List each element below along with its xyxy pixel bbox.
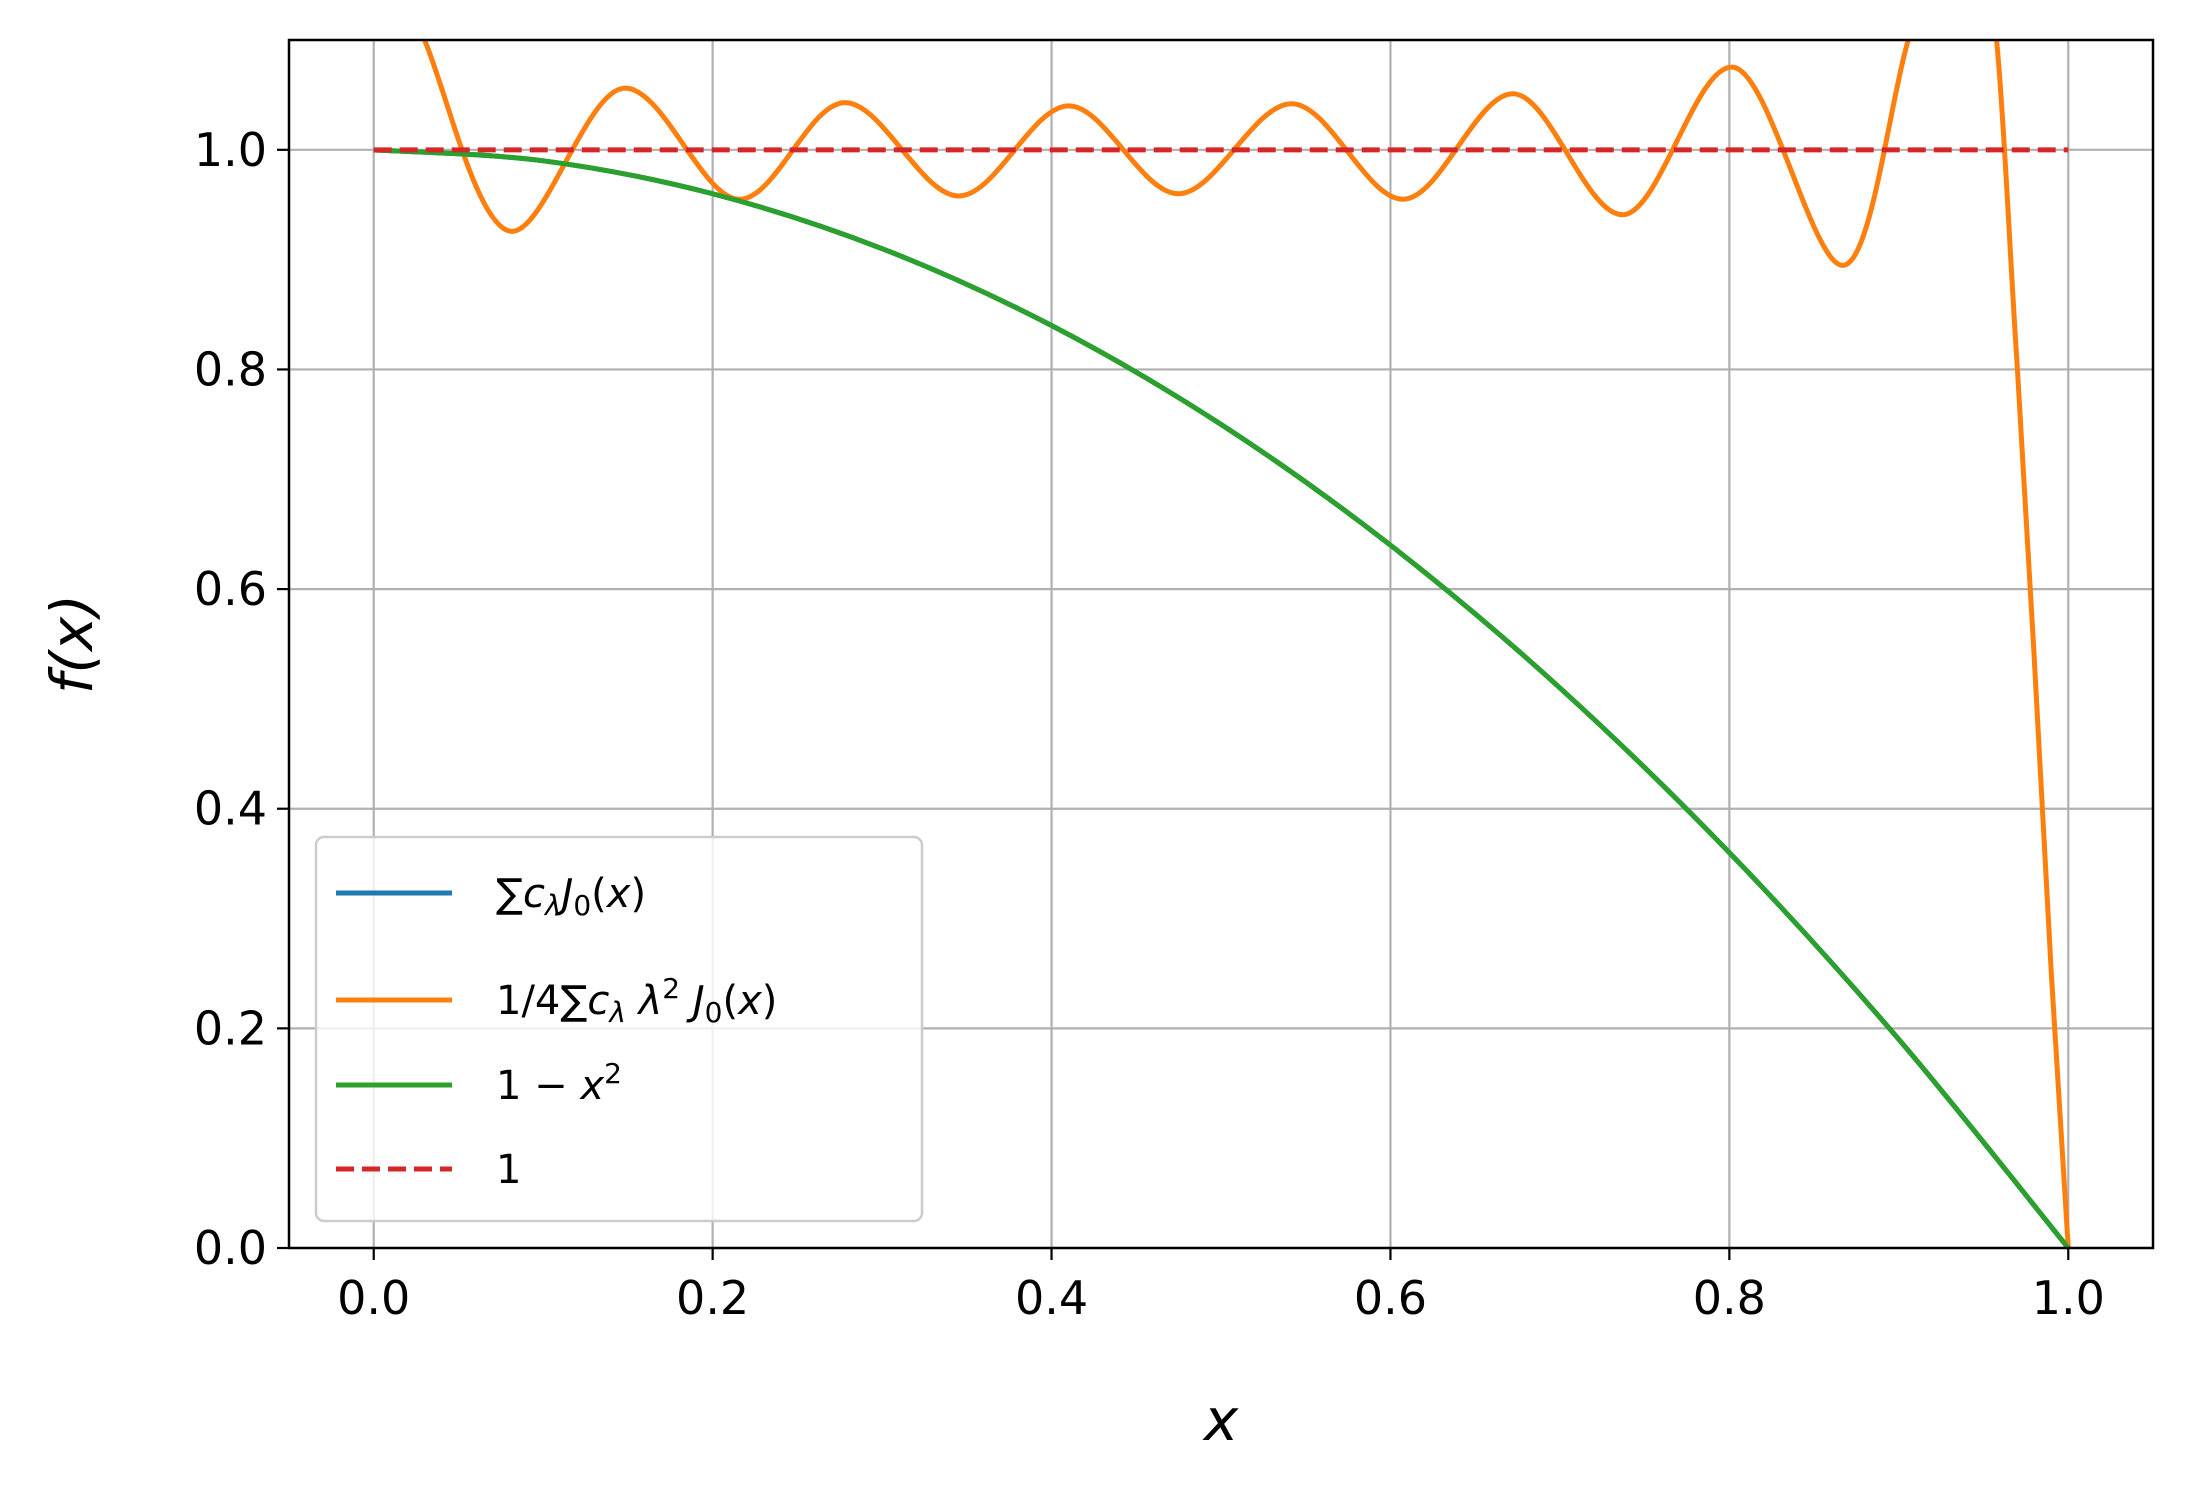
legend: ∑cλJ0(x) 1/4∑cλ λ2 J0(x) 1 − x2 1 — [314, 835, 924, 1223]
x-tick-label: 0.0 — [337, 1271, 410, 1325]
legend-label-series-3: 1 − x2 — [496, 1057, 622, 1109]
series-line-2 — [421, 40, 2071, 1248]
y-tick-label: 0.2 — [194, 1001, 267, 1055]
legend-box — [314, 835, 924, 1223]
y-tick-label: 0.8 — [194, 342, 267, 396]
legend-label-series-4: 1 — [496, 1147, 521, 1193]
y-axis-label: f(x) — [38, 594, 106, 694]
legend-label-series-2: 1/4∑cλ λ2 J0(x) — [496, 972, 777, 1029]
x-tick-label: 0.2 — [676, 1271, 749, 1325]
y-tick-label: 0.4 — [194, 782, 267, 836]
y-tick-label: 0.0 — [194, 1221, 267, 1275]
x-tick-label: 0.4 — [1015, 1271, 1088, 1325]
y-tick-label: 1.0 — [194, 123, 267, 177]
x-tick-label: 1.0 — [2032, 1271, 2105, 1325]
ticks — [277, 148, 2070, 1260]
plot-frame — [287, 38, 2155, 1250]
x-tick-label: 0.6 — [1354, 1271, 1427, 1325]
tick-labels: 0.0 0.2 0.4 0.6 0.8 1.0 0.0 0.2 0.4 0.6 0.8 1.0 — [194, 123, 2105, 1325]
series-line-3 — [373, 147, 2071, 1248]
legend-label-series-1: ∑cλJ0(x) — [496, 871, 646, 922]
x-axis-label: x — [1202, 1386, 1239, 1454]
y-tick-label: 0.6 — [194, 562, 267, 616]
series-layer — [373, 40, 2071, 1248]
x-tick-label: 0.8 — [1693, 1271, 1766, 1325]
